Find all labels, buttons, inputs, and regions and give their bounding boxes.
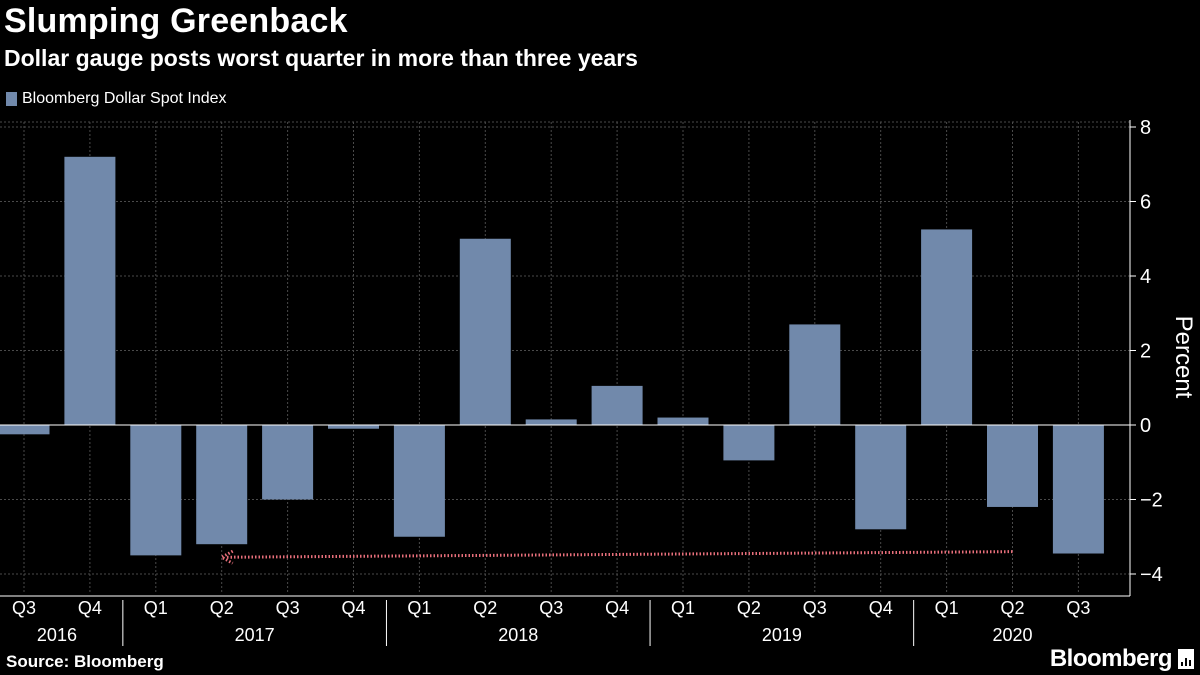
legend-label: Bloomberg Dollar Spot Index bbox=[22, 90, 227, 107]
y-tick-label: 0 bbox=[1140, 415, 1151, 437]
bar bbox=[0, 425, 50, 435]
x-tick-label: Q1 bbox=[671, 598, 695, 618]
y-tick-label: −4 bbox=[1140, 564, 1163, 586]
chart-title: Slumping Greenback bbox=[4, 2, 348, 40]
x-year-label: 2020 bbox=[992, 625, 1032, 645]
x-tick-label: Q4 bbox=[78, 598, 102, 618]
x-tick-label: Q3 bbox=[12, 598, 36, 618]
x-tick-label: Q3 bbox=[1066, 598, 1090, 618]
legend: Bloomberg Dollar Spot Index bbox=[6, 90, 227, 108]
bar bbox=[987, 425, 1038, 507]
bar bbox=[1052, 425, 1104, 554]
x-year-label: 2016 bbox=[37, 625, 77, 645]
x-tick-label: Q4 bbox=[869, 598, 893, 618]
x-year-label: 2019 bbox=[762, 625, 802, 645]
x-tick-label: Q4 bbox=[341, 598, 365, 618]
x-year-label: 2018 bbox=[498, 625, 538, 645]
bar bbox=[657, 417, 709, 425]
x-tick-label: Q1 bbox=[407, 598, 431, 618]
y-tick-label: 8 bbox=[1140, 117, 1151, 139]
x-tick-label: Q1 bbox=[935, 598, 959, 618]
bar bbox=[64, 156, 116, 426]
bar bbox=[459, 238, 511, 425]
bar bbox=[196, 425, 248, 545]
y-tick-label: 4 bbox=[1140, 266, 1151, 288]
bar bbox=[855, 425, 907, 530]
bar bbox=[525, 419, 577, 425]
bar bbox=[921, 229, 973, 425]
x-tick-label: Q4 bbox=[605, 598, 629, 618]
bar bbox=[262, 425, 314, 500]
x-tick-label: Q3 bbox=[276, 598, 300, 618]
y-axis-title: Percent bbox=[1170, 316, 1197, 399]
x-tick-label: Q2 bbox=[210, 598, 234, 618]
y-tick-label: −2 bbox=[1140, 490, 1163, 512]
chart-subtitle: Dollar gauge posts worst quarter in more… bbox=[4, 45, 638, 71]
bar-chart-icon bbox=[1178, 649, 1194, 669]
bar bbox=[393, 425, 445, 537]
brand-logo: Bloomberg bbox=[1050, 645, 1194, 673]
y-tick-label: 2 bbox=[1140, 341, 1151, 363]
annotation-arrow-line bbox=[225, 550, 1013, 559]
bar bbox=[591, 385, 643, 425]
x-year-label: 2017 bbox=[235, 625, 275, 645]
source-note: Source: Bloomberg bbox=[6, 652, 164, 671]
legend-swatch bbox=[6, 92, 17, 106]
x-tick-label: Q2 bbox=[1000, 598, 1024, 618]
brand-name: Bloomberg bbox=[1049, 645, 1173, 672]
y-tick-label: 6 bbox=[1140, 192, 1151, 214]
x-tick-label: Q1 bbox=[144, 598, 168, 618]
bar bbox=[328, 425, 379, 429]
annotation-arrow-head bbox=[218, 549, 234, 565]
x-tick-label: Q3 bbox=[803, 598, 827, 618]
x-tick-label: Q2 bbox=[737, 598, 761, 618]
bar bbox=[130, 425, 182, 556]
x-tick-label: Q3 bbox=[539, 598, 563, 618]
bar bbox=[789, 324, 841, 425]
x-tick-label: Q2 bbox=[473, 598, 497, 618]
bar bbox=[723, 425, 775, 461]
